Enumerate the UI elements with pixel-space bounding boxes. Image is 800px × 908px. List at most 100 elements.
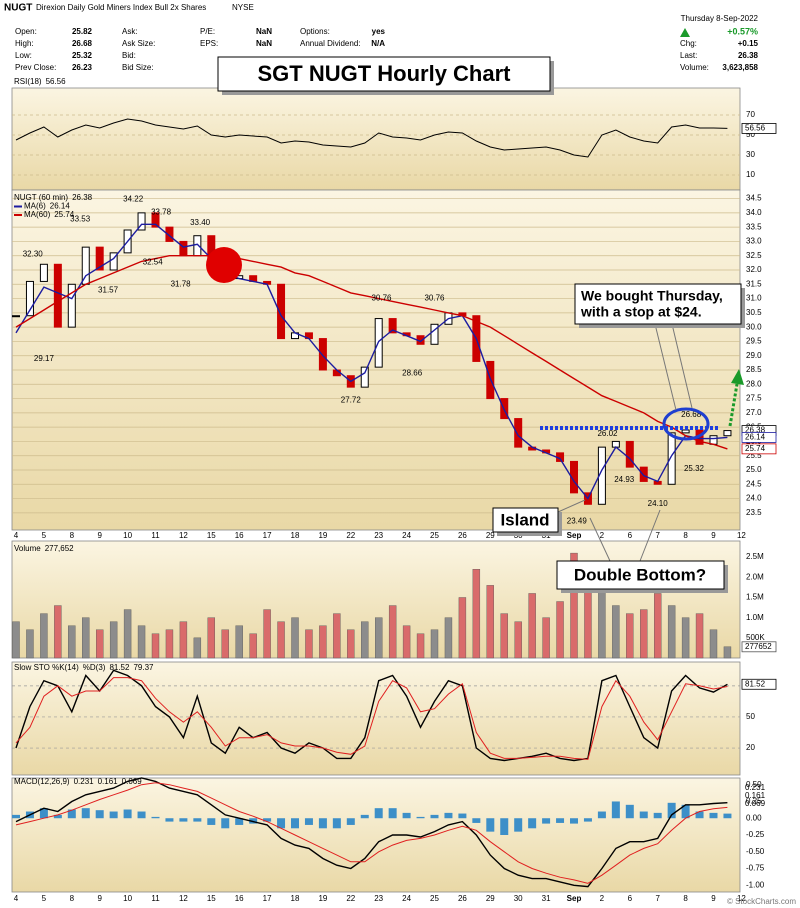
histogram-bar [667,802,676,819]
price-label: 33.53 [70,214,91,223]
candle [360,366,369,388]
y-tick-label: 500K [746,633,765,642]
volume-bar [12,621,20,659]
volume-bar [626,613,634,659]
last-value-label: 0.231 [745,783,766,792]
last-value-box [741,641,777,653]
volume-bar [500,613,508,659]
y-tick-label: 27.5 [746,394,762,403]
price-label: 30.76 [424,294,445,303]
last-value-label: 25.74 [745,444,766,453]
green-arrow-head [731,369,744,385]
summary-label: Volume: [680,63,709,72]
histogram-bar [639,811,648,819]
volume-bar [179,621,188,659]
volume-bar [695,613,704,659]
x-tick-label: 8 [70,894,75,903]
x-tick-label: 17 [263,894,272,903]
volume-bar [193,637,202,659]
last-value-label: 26.38 [745,426,766,435]
volume-bar [361,621,369,659]
volume-bar [667,605,676,659]
volume-bar [556,601,564,659]
last-value-box [741,432,777,443]
y-tick-label: -0.25 [746,830,765,839]
x-tick-label: 23 [374,531,383,540]
histogram-bar [556,818,565,823]
x-tick-label: 22 [346,894,355,903]
last-value-label: 0.069 [745,799,766,808]
histogram-bar [318,818,327,829]
histogram-bar [277,818,286,829]
x-tick-label: 11 [151,531,160,540]
candle [25,280,34,317]
candle [625,440,634,468]
last-value-box [741,678,777,690]
quote-label: Bid Size: [122,63,154,72]
legend-text: 25.74 [54,210,75,219]
legend-text: 0.161 [98,777,119,786]
y-tick-label: 0.50 [746,780,762,789]
candle [388,318,397,334]
legend-text: %D(3) [83,663,106,672]
x-tick-label: 11 [151,894,160,903]
panel-background [11,87,741,191]
callout-line [671,323,693,409]
price-label: 26.68 [681,410,702,419]
price-label: 34.22 [123,195,144,204]
quote-label: Prev Close: [15,63,56,72]
y-tick-label: 34.5 [746,194,762,203]
histogram-bar [430,814,439,819]
candle [277,283,286,340]
series-line [15,677,728,760]
series-line [15,118,728,158]
histogram-bar [723,813,732,819]
volume-bar [709,629,718,659]
x-tick-label: 26 [458,531,467,540]
volume-bar [416,633,425,659]
volume-bar [681,617,690,659]
x-tick-label: 24 [402,531,411,540]
y-tick-label: 33.5 [746,222,762,231]
x-tick-label: 4 [14,531,19,540]
last-value-label: 0.161 [745,791,766,800]
volume-bar [458,597,467,659]
histogram-bar [193,818,202,822]
histogram-bar [291,818,299,829]
volume-bar [542,617,550,659]
price-label: 24.93 [614,475,635,484]
x-tick-label: 18 [291,894,300,903]
y-tick-label: 50 [746,712,755,721]
volume-bar [723,646,732,659]
quote-value: 25.32 [72,51,93,60]
x-tick-label: 5 [42,531,47,540]
source: © StockCharts.com [727,897,796,906]
candle [723,430,732,437]
volume-bar [486,585,494,659]
x-tick-label: 29 [486,894,495,903]
volume-bar [305,629,313,659]
y-tick-label: 24.5 [746,479,762,488]
histogram-bar [360,814,369,819]
quote-value: N/A [371,39,385,48]
histogram-bar [235,818,244,825]
callout-line [639,509,661,562]
x-tick-label: 4 [14,894,19,903]
last-value-label: 26.14 [745,433,766,442]
legend-text: 56.56 [46,77,67,86]
x-tick-label: 12 [737,894,746,903]
volume-bar [68,625,76,659]
volume-bar [249,633,257,659]
candle [95,246,104,271]
quote-label: Options: [300,27,330,36]
volume-bar [430,629,439,659]
x-tick-label: 9 [711,894,716,903]
summary-value: +0.15 [738,39,759,48]
series-line [15,782,728,884]
volume-bar [207,617,216,659]
y-tick-label: 2.0M [746,572,764,581]
legend-text: 277,652 [45,544,74,553]
candle [667,432,676,485]
histogram-bar [709,812,718,819]
